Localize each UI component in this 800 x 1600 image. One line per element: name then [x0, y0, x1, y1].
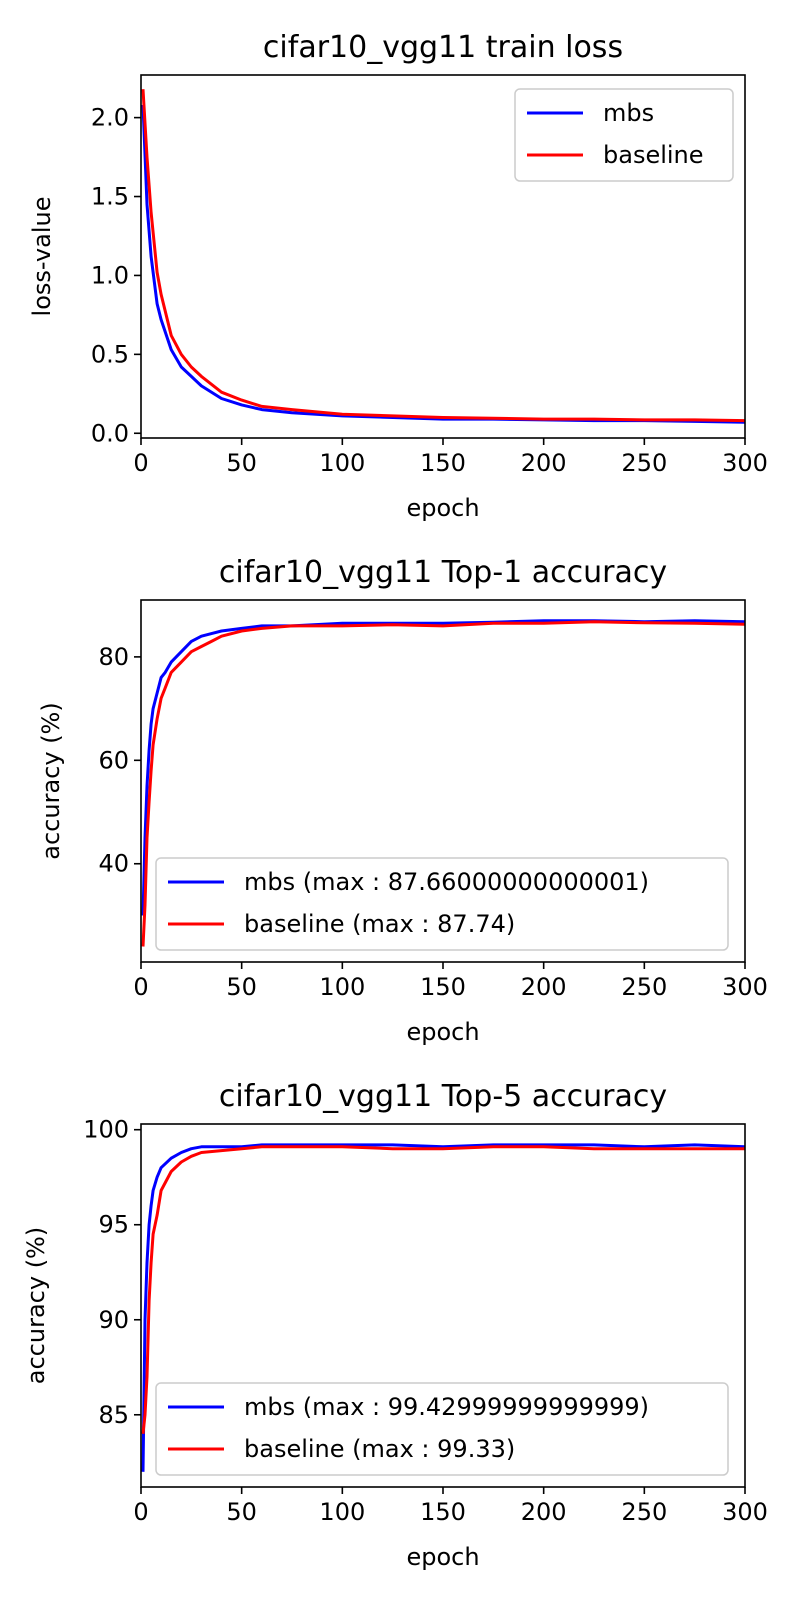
x-tick-label: 0 — [133, 1498, 148, 1526]
y-tick-label: 95 — [98, 1211, 129, 1239]
x-axis-label: epoch — [406, 1543, 479, 1571]
legend-label: baseline (max : 99.33) — [244, 1435, 515, 1463]
x-tick-label: 150 — [420, 1498, 466, 1526]
x-tick-label: 100 — [319, 973, 365, 1001]
y-tick-label: 0.0 — [91, 419, 129, 447]
chart-title: cifar10_vgg11 train loss — [263, 30, 623, 65]
y-tick-label: 2.0 — [91, 104, 129, 132]
x-tick-label: 250 — [621, 973, 667, 1001]
series-line-baseline — [141, 620, 745, 947]
y-tick-label: 60 — [98, 746, 129, 774]
x-tick-label: 50 — [226, 973, 257, 1001]
x-tick-label: 50 — [226, 1498, 257, 1526]
chart-title: cifar10_vgg11 Top-5 accuracy — [219, 1079, 667, 1114]
x-tick-label: 250 — [621, 449, 667, 477]
y-tick-label: 85 — [98, 1401, 129, 1429]
x-axis-label: epoch — [406, 494, 479, 522]
legend: mbs (max : 87.66000000000001) baseline (m… — [155, 857, 729, 951]
series-line-baseline — [141, 1145, 745, 1434]
y-axis-label: accuracy (%) — [37, 702, 65, 859]
legend: mbs baseline — [514, 88, 734, 182]
y-tick-label: 0.5 — [91, 340, 129, 368]
y-tick-label: 100 — [83, 1116, 129, 1144]
y-tick-label: 1.0 — [91, 261, 129, 289]
legend-label: mbs (max : 87.66000000000001) — [244, 868, 649, 896]
x-tick-label: 200 — [521, 973, 567, 1001]
chart-panel-3: cifar10_vgg11 Top-5 accuracy 0 50 100 150 200… — [22, 1079, 768, 1571]
legend-label: mbs — [603, 99, 654, 127]
y-tick-label: 80 — [98, 643, 129, 671]
x-tick-label: 300 — [722, 1498, 768, 1526]
series-line-baseline — [141, 89, 745, 423]
series-line-mbs — [141, 1143, 745, 1472]
x-tick-label: 200 — [521, 449, 567, 477]
legend-box — [155, 1382, 729, 1476]
x-axis-label: epoch — [406, 1018, 479, 1046]
x-tick-label: 300 — [722, 449, 768, 477]
x-tick-label: 100 — [319, 1498, 365, 1526]
x-tick-label: 150 — [420, 973, 466, 1001]
legend-box — [155, 857, 729, 951]
series-line-mbs — [141, 619, 745, 916]
y-tick-label: 90 — [98, 1306, 129, 1334]
legend-label: baseline — [603, 141, 704, 169]
x-tick-label: 150 — [420, 449, 466, 477]
x-tick-label: 0 — [133, 973, 148, 1001]
legend: mbs (max : 99.42999999999999) baseline (m… — [155, 1382, 729, 1476]
x-tick-label: 50 — [226, 449, 257, 477]
y-tick-label: 1.5 — [91, 183, 129, 211]
x-tick-label: 200 — [521, 1498, 567, 1526]
y-axis-label: accuracy (%) — [22, 1227, 50, 1384]
chart-panel-2: cifar10_vgg11 Top-1 accuracy 0 50 100 150 200… — [37, 555, 768, 1046]
chart-panel-1: cifar10_vgg11 train loss 0 50 100 150 200 250 3… — [28, 30, 768, 522]
legend-label: mbs (max : 99.42999999999999) — [244, 1393, 649, 1421]
y-tick-label: 40 — [98, 850, 129, 878]
legend-label: baseline (max : 87.74) — [244, 910, 515, 938]
x-tick-label: 100 — [319, 449, 365, 477]
y-axis-label: loss-value — [28, 197, 56, 317]
x-tick-label: 0 — [133, 449, 148, 477]
chart-title: cifar10_vgg11 Top-1 accuracy — [219, 555, 667, 590]
x-tick-label: 300 — [722, 973, 768, 1001]
x-tick-label: 250 — [621, 1498, 667, 1526]
